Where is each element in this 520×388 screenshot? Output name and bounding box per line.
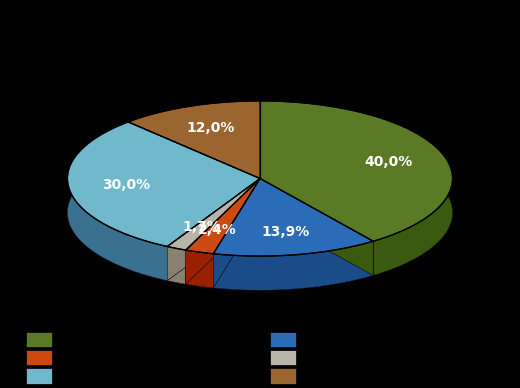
- Polygon shape: [68, 156, 260, 281]
- Text: 13,9%: 13,9%: [262, 225, 310, 239]
- Bar: [26, 350, 52, 365]
- Bar: [26, 332, 52, 347]
- Polygon shape: [213, 178, 373, 256]
- Polygon shape: [167, 213, 260, 284]
- Text: 12,0%: 12,0%: [186, 121, 235, 135]
- Polygon shape: [213, 241, 373, 290]
- Polygon shape: [260, 101, 452, 241]
- Polygon shape: [213, 178, 260, 288]
- Polygon shape: [68, 122, 167, 281]
- Bar: [270, 350, 296, 365]
- Polygon shape: [167, 246, 186, 284]
- Polygon shape: [260, 178, 373, 275]
- Polygon shape: [167, 178, 260, 281]
- Polygon shape: [213, 213, 373, 290]
- Polygon shape: [68, 122, 260, 246]
- Text: 1,7%: 1,7%: [182, 220, 221, 234]
- Text: 2,4%: 2,4%: [198, 223, 237, 237]
- Text: 40,0%: 40,0%: [364, 155, 412, 169]
- Polygon shape: [186, 178, 260, 284]
- Polygon shape: [186, 250, 213, 288]
- Bar: [270, 369, 296, 384]
- Polygon shape: [167, 178, 260, 281]
- Polygon shape: [186, 178, 260, 284]
- Polygon shape: [213, 178, 260, 288]
- Polygon shape: [260, 135, 452, 275]
- Polygon shape: [260, 101, 452, 275]
- Polygon shape: [186, 213, 260, 288]
- Polygon shape: [167, 178, 260, 250]
- Polygon shape: [260, 178, 373, 275]
- Bar: [270, 332, 296, 347]
- Bar: [26, 369, 52, 384]
- Text: 30,0%: 30,0%: [102, 178, 150, 192]
- Polygon shape: [128, 101, 260, 178]
- Polygon shape: [186, 178, 260, 254]
